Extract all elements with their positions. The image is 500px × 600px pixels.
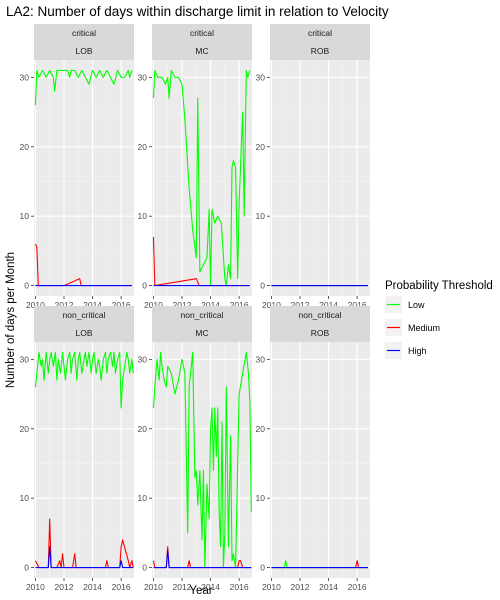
facet-strip-label-top: non_critical <box>299 310 342 320</box>
x-tick-label: 2010 <box>26 300 45 310</box>
facet-strip-label-top: critical <box>190 28 214 38</box>
y-tick-label: 0 <box>142 563 147 573</box>
x-tick-label: 2014 <box>201 300 220 310</box>
facet-panel: critical MC 0 10 20 30 2010 2012 2014 2016 <box>138 24 252 310</box>
facet-panel: non_critical LOB 0 10 20 30 2010 2012 2014 2016 <box>20 306 134 592</box>
y-tick-label: 20 <box>20 424 30 434</box>
facet-strip-label-top: non_critical <box>63 310 106 320</box>
y-tick-label: 10 <box>138 211 148 221</box>
x-tick-label: 2014 <box>83 582 102 592</box>
legend: Probability Threshold Low Medium High <box>385 280 493 359</box>
y-tick-label: 10 <box>138 493 148 503</box>
facet-strip <box>270 24 370 60</box>
y-tick-label: 30 <box>20 72 30 82</box>
legend-label: Low <box>408 300 425 310</box>
y-tick-label: 30 <box>20 354 30 364</box>
x-tick-label: 2012 <box>291 582 310 592</box>
y-tick-label: 10 <box>256 211 266 221</box>
x-tick-label: 2016 <box>348 300 367 310</box>
series-line-medium <box>34 518 134 569</box>
series-line-high <box>35 546 134 569</box>
x-tick-label: 2012 <box>55 582 74 592</box>
x-tick-label: 2010 <box>26 582 45 592</box>
series-line-low <box>34 69 133 106</box>
facet-strip <box>34 306 134 342</box>
panel-background <box>270 60 370 296</box>
y-tick-label: 20 <box>20 142 30 152</box>
series-line-low <box>152 351 252 569</box>
legend-label: Medium <box>408 323 440 333</box>
x-tick-label: 2014 <box>319 582 338 592</box>
x-tick-label: 2014 <box>201 582 220 592</box>
series-line-low <box>34 351 134 409</box>
x-tick-label: 2016 <box>348 582 367 592</box>
facet-strip-label-top: non_critical <box>181 310 224 320</box>
y-tick-label: 30 <box>256 72 266 82</box>
x-tick-label: 2016 <box>230 300 249 310</box>
x-tick-label: 2010 <box>144 582 163 592</box>
facet-panel: non_critical ROB 0 10 20 30 2010 2012 2014 2016 <box>256 306 370 592</box>
facet-strip-label-bottom: ROB <box>311 46 330 56</box>
x-axis-label: Year <box>189 585 212 597</box>
x-tick-label: 2012 <box>173 300 192 310</box>
x-tick-label: 2014 <box>83 300 102 310</box>
facet-strip-label-bottom: LOB <box>75 46 92 56</box>
y-tick-label: 0 <box>24 281 29 291</box>
legend-items: Low Medium High <box>385 296 440 359</box>
x-tick-label: 2016 <box>112 300 131 310</box>
x-tick-label: 2012 <box>291 300 310 310</box>
legend-label: High <box>408 346 427 356</box>
x-tick-label: 2010 <box>262 300 281 310</box>
facet-strip-label-bottom: MC <box>195 328 208 338</box>
y-tick-label: 0 <box>142 281 147 291</box>
y-axis-label: Number of days per Month <box>5 252 17 388</box>
x-tick-label: 2012 <box>55 300 74 310</box>
y-tick-label: 10 <box>20 211 30 221</box>
y-tick-label: 30 <box>138 354 148 364</box>
facet-panel: non_critical MC 0 10 20 30 2010 2012 2014 2016 <box>138 306 252 592</box>
facet-strip-label-top: critical <box>72 28 96 38</box>
facet-strip <box>152 306 252 342</box>
legend-title: Probability Threshold <box>385 280 493 292</box>
facet-strip-label-bottom: ROB <box>311 328 330 338</box>
facet-panel: critical ROB 0 10 20 30 2010 2012 2014 2016 <box>256 24 370 310</box>
chart-title: LA2: Number of days within discharge lim… <box>6 4 389 19</box>
facet-strip-label-top: critical <box>308 28 332 38</box>
y-tick-label: 10 <box>20 493 30 503</box>
facet-strip <box>34 24 134 60</box>
y-tick-label: 0 <box>24 563 29 573</box>
y-tick-label: 30 <box>256 354 266 364</box>
facet-panel: critical LOB 0 10 20 30 2010 2012 2014 2016 <box>20 24 134 310</box>
y-tick-label: 20 <box>138 424 148 434</box>
x-tick-label: 2010 <box>144 300 163 310</box>
y-tick-label: 0 <box>260 563 265 573</box>
x-tick-label: 2012 <box>173 582 192 592</box>
x-tick-label: 2016 <box>230 582 249 592</box>
facet-strip <box>152 24 252 60</box>
y-tick-label: 20 <box>256 142 266 152</box>
x-tick-label: 2014 <box>319 300 338 310</box>
panel-background <box>34 60 134 296</box>
y-tick-label: 30 <box>138 72 148 82</box>
series-line-low <box>152 69 251 287</box>
panel-background <box>270 342 370 578</box>
series-line-high <box>153 549 252 569</box>
x-tick-label: 2010 <box>262 582 281 592</box>
y-tick-label: 10 <box>256 493 266 503</box>
x-tick-label: 2016 <box>112 582 131 592</box>
facet-strip-label-bottom: LOB <box>75 328 92 338</box>
y-tick-label: 20 <box>138 142 148 152</box>
y-tick-label: 20 <box>256 424 266 434</box>
facet-strip <box>270 306 370 342</box>
y-tick-label: 0 <box>260 281 265 291</box>
facet-strip-label-bottom: MC <box>195 46 208 56</box>
